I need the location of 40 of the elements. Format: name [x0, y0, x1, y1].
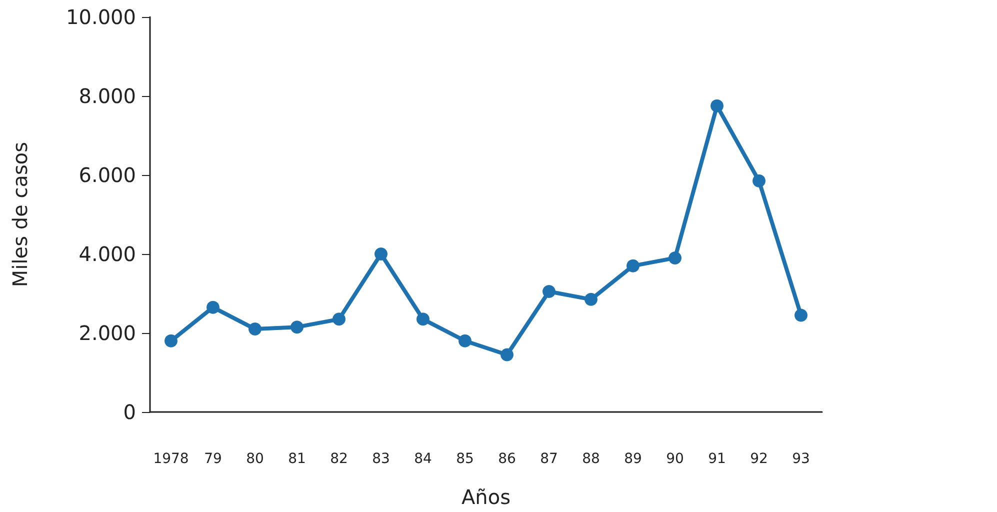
x-axis-title: Años	[461, 485, 511, 509]
point	[626, 259, 640, 272]
y-tick-label: 0	[123, 400, 136, 424]
point	[710, 99, 724, 112]
y-axis-title: Miles de casos	[8, 142, 32, 288]
y-tick-label: 10.000	[66, 5, 136, 29]
x-tick-label: 87	[540, 451, 558, 467]
y-tick-label: 6.000	[78, 163, 136, 187]
x-tick-label: 93	[792, 451, 810, 467]
point	[500, 348, 514, 362]
y-tick-label: 2.000	[78, 321, 136, 345]
x-tick-label: 80	[246, 451, 264, 467]
x-tick-label: 92	[750, 451, 768, 467]
x-tick-label: 1978	[153, 451, 189, 467]
y-tick-label: 4.000	[78, 242, 136, 266]
x-tick-label: 90	[666, 451, 684, 467]
x-tick-label: 82	[330, 451, 348, 467]
x-tick-label: 79	[204, 451, 222, 467]
point	[794, 308, 808, 322]
x-tick-label: 86	[498, 451, 516, 467]
point	[164, 334, 178, 348]
point	[416, 312, 430, 326]
point	[248, 322, 262, 336]
x-tick-label: 84	[414, 451, 432, 467]
x-tick-label: 85	[456, 451, 474, 467]
x-tick-label: 83	[372, 451, 390, 467]
point	[458, 334, 472, 348]
point	[584, 292, 598, 306]
x-tick-label: 91	[708, 451, 726, 467]
point	[668, 251, 682, 264]
point	[206, 300, 220, 314]
y-tick-label: 8.000	[78, 84, 136, 108]
x-tick-label: 89	[624, 451, 642, 467]
point	[752, 174, 766, 188]
x-tick-label: 88	[582, 451, 600, 467]
point	[374, 248, 388, 260]
point	[542, 285, 556, 298]
x-tick-label: 81	[288, 451, 306, 467]
point	[290, 320, 304, 334]
point	[332, 312, 346, 326]
